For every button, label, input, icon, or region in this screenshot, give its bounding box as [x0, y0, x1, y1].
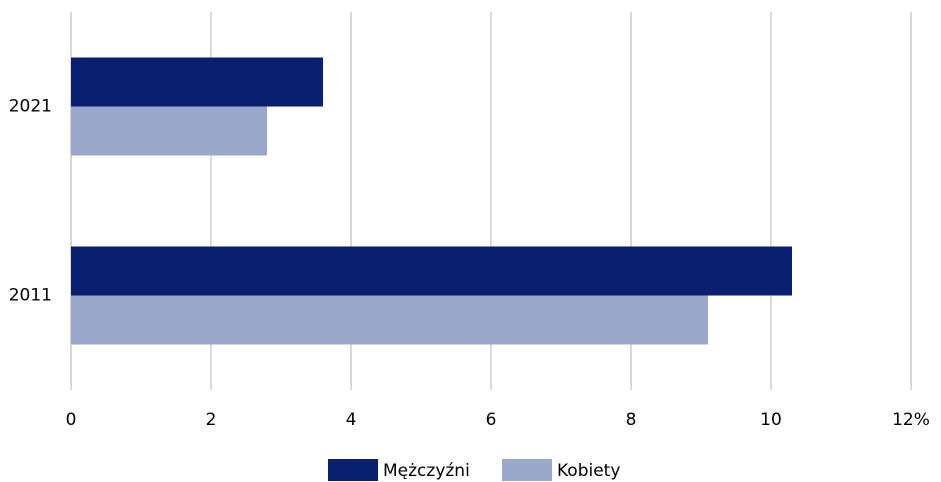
bar	[71, 106, 267, 156]
x-tick-label: 12%	[892, 410, 930, 430]
x-tick-label: 8	[626, 410, 637, 430]
legend-label: Kobiety	[557, 461, 620, 481]
bar	[71, 295, 708, 345]
x-tick-label: 6	[486, 410, 497, 430]
x-tick-label: 0	[66, 410, 77, 430]
bar	[71, 57, 323, 107]
y-tick-label: 2021	[9, 97, 52, 117]
x-tick-label: 10	[760, 410, 782, 430]
legend-label: Mężczyźni	[383, 461, 470, 481]
x-tick-label: 2	[206, 410, 217, 430]
x-tick-label: 4	[346, 410, 357, 430]
legend-swatch	[502, 459, 552, 481]
bar	[71, 246, 792, 296]
y-tick-label: 2011	[9, 286, 52, 306]
legend-swatch	[328, 459, 378, 481]
